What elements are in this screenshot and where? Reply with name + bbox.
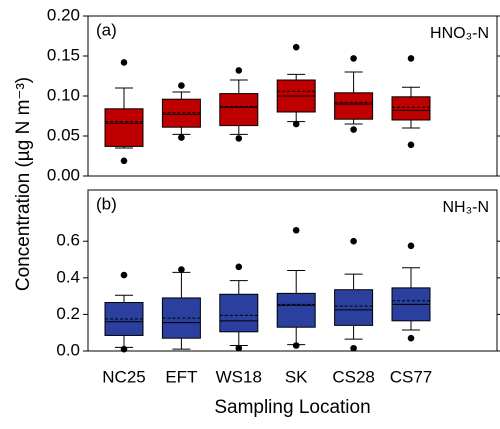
y-tick-label: 0.15 (47, 45, 80, 64)
outlier (350, 126, 357, 133)
outlier (235, 135, 243, 142)
outlier (407, 141, 415, 149)
box (334, 92, 374, 120)
box (104, 108, 144, 147)
box (334, 289, 374, 326)
y-tick-label: 0.10 (47, 85, 80, 104)
outlier (120, 271, 128, 279)
annotation: HNO₃-N (430, 25, 489, 42)
y-tick-label: 0.05 (47, 125, 80, 144)
outlier (292, 43, 300, 51)
outlier (350, 344, 357, 352)
box (219, 293, 259, 333)
outlier (407, 242, 415, 250)
outlier (235, 344, 243, 352)
y-tick-label: 0.6 (56, 231, 80, 250)
outlier (292, 342, 300, 349)
outlier (407, 55, 415, 62)
outlier (235, 67, 243, 74)
y-tick-label: 0.0 (56, 340, 80, 359)
outlier (292, 226, 300, 234)
x-tick-label: WS18 (216, 367, 262, 386)
y-axis-label: Concentration (µg N m⁻³) (13, 77, 34, 291)
y-tick-label: 0.00 (47, 165, 80, 184)
outlier (178, 266, 185, 273)
outlier (292, 120, 300, 128)
outlier (120, 59, 128, 66)
box (391, 96, 431, 121)
annotation: NH₃-N (442, 199, 489, 216)
plot-frame (87, 189, 498, 352)
y-tick-label: 0.2 (56, 304, 80, 323)
x-tick-label: EFT (165, 367, 197, 386)
x-tick-label: CS77 (390, 367, 433, 386)
outlier (235, 263, 243, 271)
outlier (350, 55, 357, 62)
x-tick-label: NC25 (102, 367, 145, 386)
outlier (178, 134, 185, 141)
outlier (350, 237, 357, 245)
outlier (407, 334, 415, 342)
box (219, 93, 259, 127)
box (276, 292, 316, 328)
x-tick-label: CS28 (332, 367, 375, 386)
x-tick-label: SK (285, 367, 308, 386)
y-tick-label: 0.4 (56, 267, 80, 286)
outlier (120, 157, 128, 165)
x-axis-label: Sampling Location (214, 397, 370, 418)
panel-label: (a) (96, 20, 117, 39)
outlier (178, 82, 185, 89)
panel-label: (b) (96, 194, 117, 213)
y-tick-label: 0.20 (47, 5, 80, 24)
